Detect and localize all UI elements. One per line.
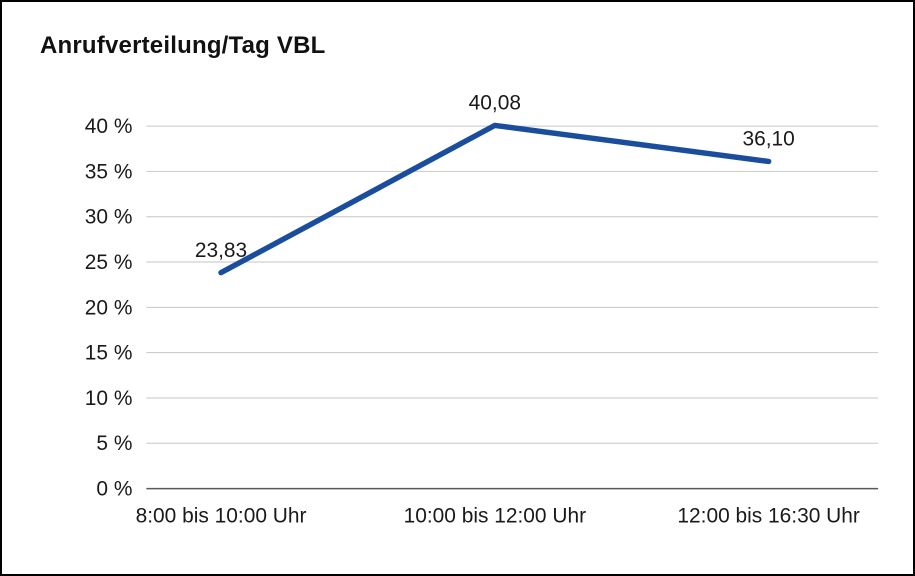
y-tick-label: 5 %: [96, 432, 132, 455]
y-tick-label: 30 %: [85, 206, 133, 229]
chart-title: Anrufverteilung/Tag VBL: [40, 32, 326, 59]
x-tick-label: 12:00 bis 16:30 Uhr: [677, 504, 859, 527]
data-label: 40,08: [469, 92, 521, 115]
y-tick-label: 35 %: [85, 160, 133, 183]
x-tick-label: 8:00 bis 10:00 Uhr: [136, 504, 307, 527]
x-tick-label: 10:00 bis 12:00 Uhr: [404, 504, 586, 527]
data-label: 36,10: [742, 128, 794, 151]
y-tick-label: 40 %: [85, 115, 133, 138]
y-tick-label: 10 %: [85, 387, 133, 410]
y-tick-label: 0 %: [96, 478, 132, 501]
y-tick-label: 20 %: [85, 296, 133, 319]
series-line: [218, 122, 772, 276]
data-label: 23,83: [195, 239, 247, 262]
y-tick-label: 25 %: [85, 251, 133, 274]
y-tick-label: 15 %: [85, 342, 133, 365]
